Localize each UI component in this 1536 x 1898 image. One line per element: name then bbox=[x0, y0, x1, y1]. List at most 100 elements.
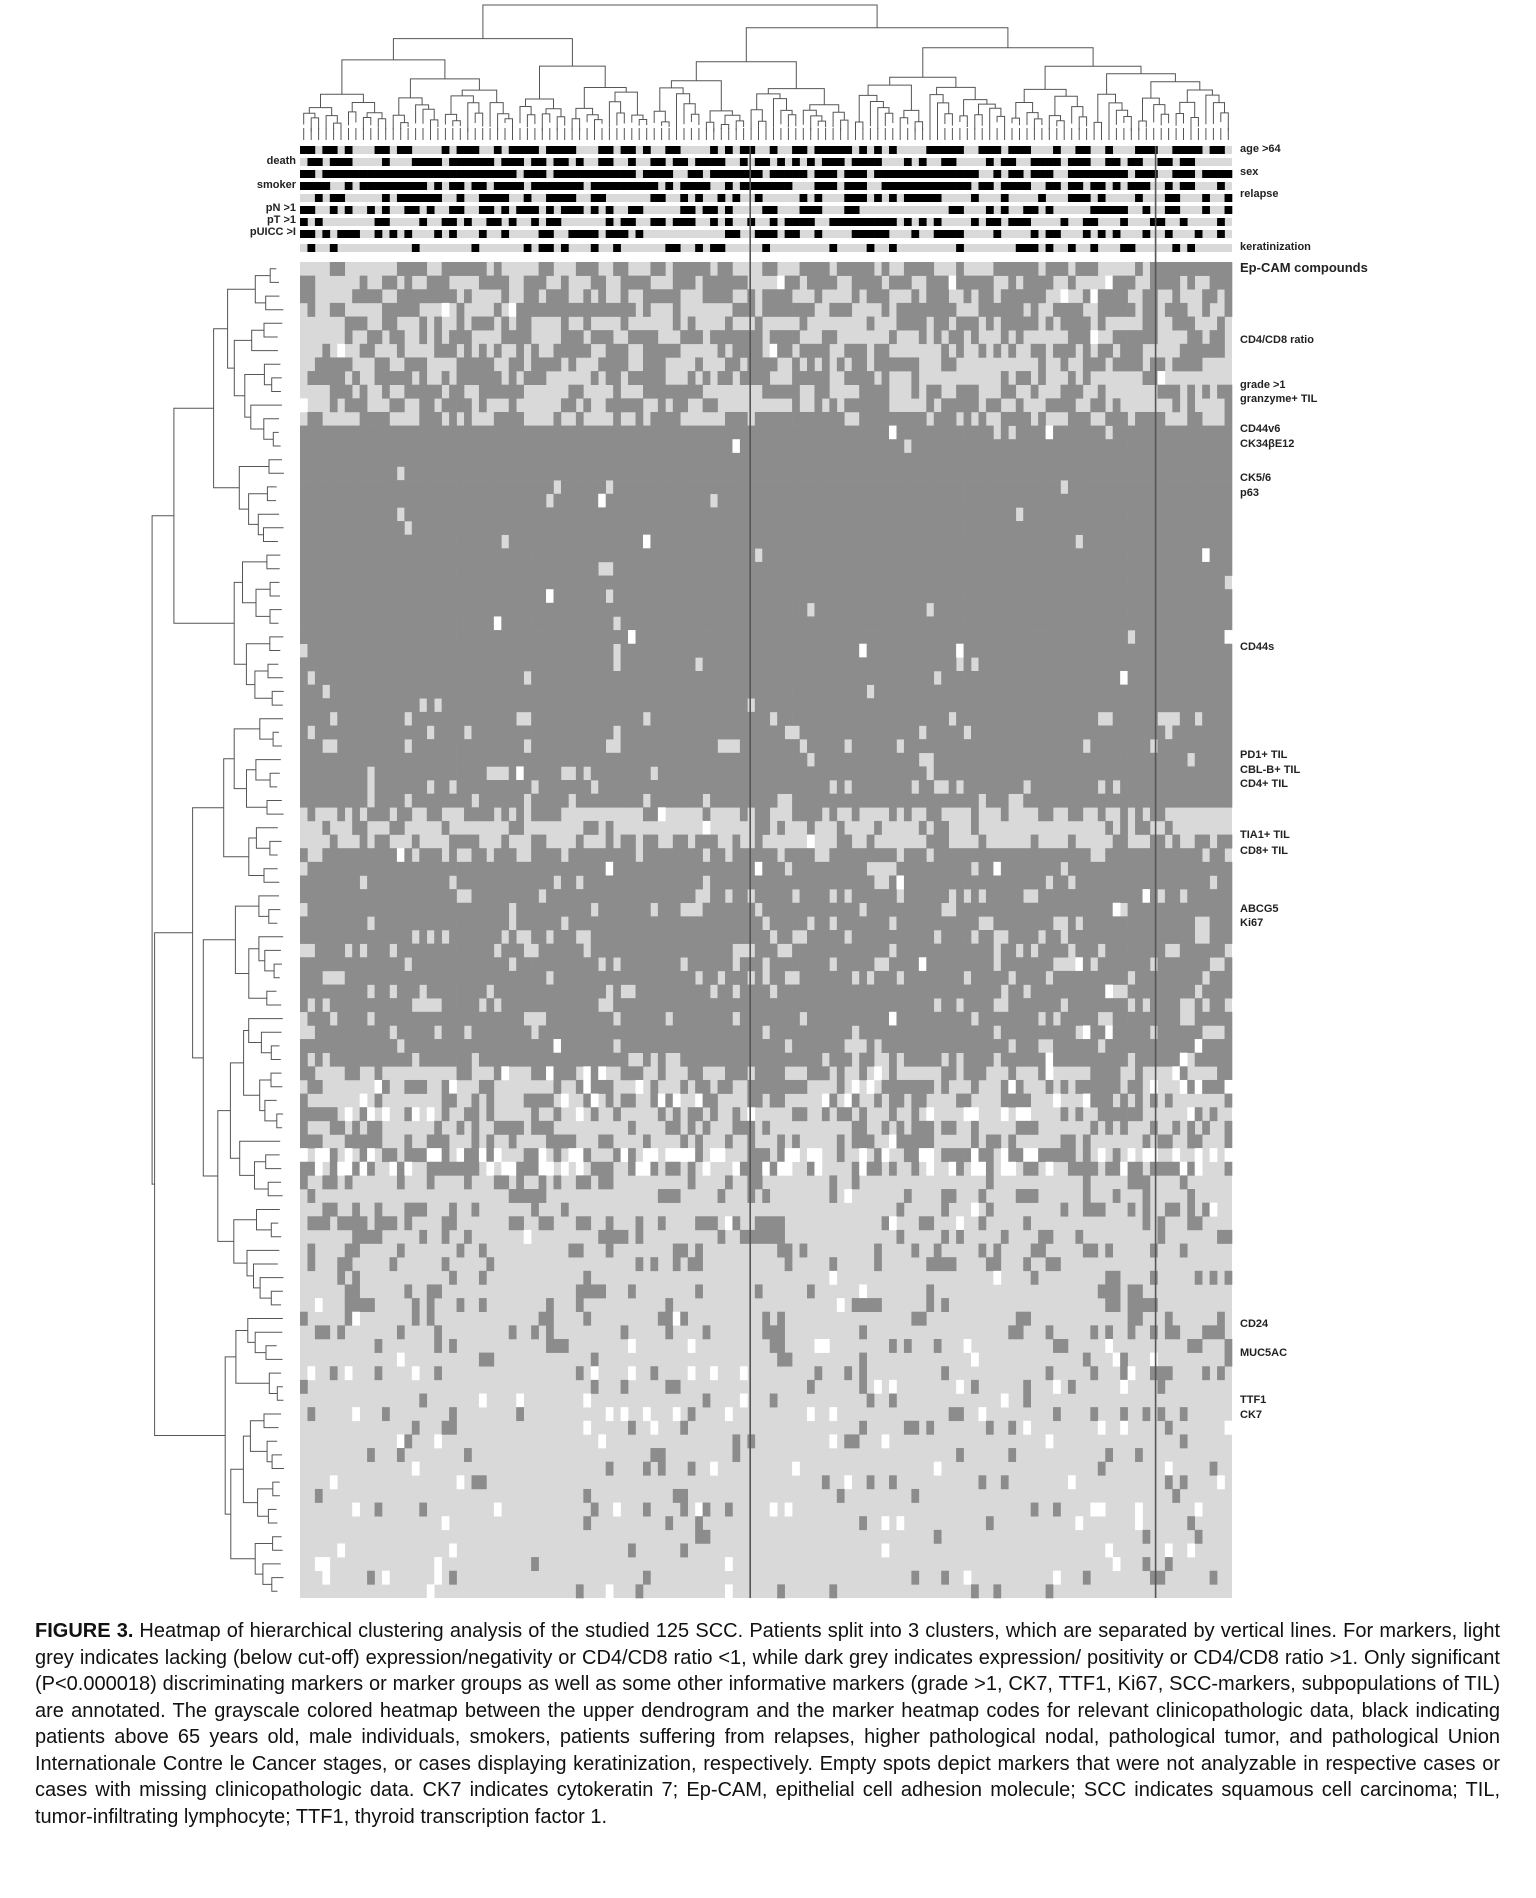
heatmap-cell bbox=[329, 630, 360, 645]
heatmap-cell bbox=[963, 1066, 972, 1081]
heatmap-cell bbox=[1112, 684, 1136, 699]
heatmap-cell bbox=[702, 275, 711, 290]
heatmap-cell bbox=[628, 1120, 636, 1135]
clinical-cell bbox=[1038, 158, 1046, 166]
heatmap-cell bbox=[978, 752, 987, 767]
dendrogram-branch bbox=[272, 731, 282, 747]
heatmap-cell bbox=[396, 1025, 420, 1040]
dendrogram-branch bbox=[1220, 112, 1229, 131]
heatmap-cell bbox=[851, 561, 867, 576]
heatmap-cell bbox=[769, 1216, 778, 1231]
heatmap-cell bbox=[1060, 670, 1076, 685]
heatmap-cell bbox=[911, 848, 927, 863]
heatmap-cell bbox=[456, 984, 465, 999]
heatmap-cell bbox=[926, 725, 935, 740]
heatmap-cell bbox=[508, 1325, 517, 1340]
heatmap-cell bbox=[657, 684, 689, 699]
heatmap-cell bbox=[724, 970, 748, 985]
heatmap-cell bbox=[1217, 1325, 1225, 1340]
heatmap-cell bbox=[1120, 425, 1151, 440]
heatmap-cell bbox=[993, 848, 1024, 863]
heatmap-cell bbox=[836, 1011, 853, 1026]
clinical-cell bbox=[501, 206, 510, 214]
dendrogram-branch bbox=[271, 1454, 284, 1469]
heatmap-cell bbox=[1030, 1148, 1039, 1163]
heatmap-cell bbox=[508, 793, 517, 808]
heatmap-cell bbox=[777, 1148, 785, 1163]
heatmap-cell bbox=[1164, 820, 1173, 835]
clinical-cell bbox=[710, 146, 718, 154]
heatmap-cell bbox=[1120, 1420, 1128, 1435]
heatmap-cell bbox=[1060, 1107, 1069, 1122]
heatmap-cell bbox=[1082, 630, 1099, 645]
heatmap-cell bbox=[501, 1120, 510, 1135]
dendrogram-branch bbox=[903, 109, 920, 122]
clinical-cell bbox=[471, 146, 480, 154]
heatmap-cell bbox=[337, 739, 375, 754]
clinical-cell bbox=[434, 158, 442, 166]
heatmap-cell bbox=[680, 1543, 689, 1558]
heatmap-cell bbox=[1149, 1325, 1158, 1340]
heatmap-cell bbox=[367, 439, 390, 454]
heatmap-cell bbox=[1187, 411, 1196, 426]
clinical-cell bbox=[471, 182, 480, 190]
heatmap-cell bbox=[329, 1148, 338, 1163]
heatmap-cell bbox=[598, 711, 606, 726]
heatmap-cell bbox=[874, 1025, 905, 1040]
heatmap-cell bbox=[314, 957, 331, 972]
heatmap-cell bbox=[1053, 1052, 1069, 1067]
heatmap-cell bbox=[1172, 480, 1196, 495]
heatmap-cell bbox=[1023, 1161, 1039, 1176]
clinical-cell bbox=[560, 182, 569, 190]
heatmap-cell bbox=[314, 1107, 331, 1122]
heatmap-cell bbox=[889, 793, 905, 808]
heatmap-cell bbox=[523, 1039, 539, 1053]
heatmap-cell bbox=[404, 1134, 413, 1149]
clinical-cell bbox=[523, 146, 532, 154]
heatmap-cell bbox=[1135, 630, 1143, 645]
heatmap-cell bbox=[560, 1202, 569, 1217]
heatmap-cell bbox=[829, 589, 860, 604]
heatmap-cell bbox=[1112, 943, 1128, 958]
heatmap-cell bbox=[300, 1093, 308, 1108]
heatmap-cell bbox=[613, 534, 621, 549]
heatmap-cell bbox=[1149, 289, 1158, 304]
dendrogram-branch bbox=[251, 329, 278, 352]
heatmap-cell bbox=[724, 602, 763, 617]
heatmap-cell bbox=[680, 1420, 689, 1435]
heatmap-cell bbox=[620, 1407, 629, 1422]
heatmap-cell bbox=[680, 793, 703, 808]
dendrogram-branch bbox=[271, 690, 284, 706]
heatmap-cell bbox=[396, 1243, 405, 1258]
heatmap-cell bbox=[866, 930, 875, 944]
clinical-cell bbox=[941, 182, 949, 190]
heatmap-cell bbox=[1209, 684, 1233, 699]
heatmap-cell bbox=[441, 943, 457, 958]
heatmap-cell bbox=[717, 1079, 726, 1094]
heatmap-cell bbox=[889, 1093, 897, 1108]
heatmap-cell bbox=[1067, 752, 1076, 767]
clinical-cell bbox=[1000, 158, 1009, 166]
heatmap-cell bbox=[1164, 1325, 1173, 1340]
heatmap-cell bbox=[314, 902, 338, 917]
heatmap-cell bbox=[605, 343, 621, 358]
heatmap-cell bbox=[889, 957, 897, 972]
heatmap-cell bbox=[441, 998, 457, 1013]
heatmap-cell bbox=[769, 766, 853, 781]
heatmap-cell bbox=[650, 861, 674, 876]
heatmap-cell bbox=[620, 575, 644, 590]
clinical-cell bbox=[478, 170, 487, 178]
heatmap-cell bbox=[948, 507, 987, 522]
heatmap-cell bbox=[404, 589, 413, 604]
clinical-cell bbox=[501, 170, 510, 178]
heatmap-cell bbox=[903, 316, 927, 331]
heatmap-cell bbox=[560, 480, 569, 495]
heatmap-cell bbox=[1194, 521, 1233, 535]
heatmap-cell bbox=[605, 371, 614, 385]
heatmap-cell bbox=[1053, 398, 1061, 413]
heatmap-cell bbox=[389, 698, 398, 713]
heatmap-cell bbox=[814, 1161, 823, 1176]
heatmap-cell bbox=[478, 384, 487, 399]
heatmap-cell bbox=[404, 1216, 413, 1231]
heatmap-cell bbox=[956, 643, 964, 658]
